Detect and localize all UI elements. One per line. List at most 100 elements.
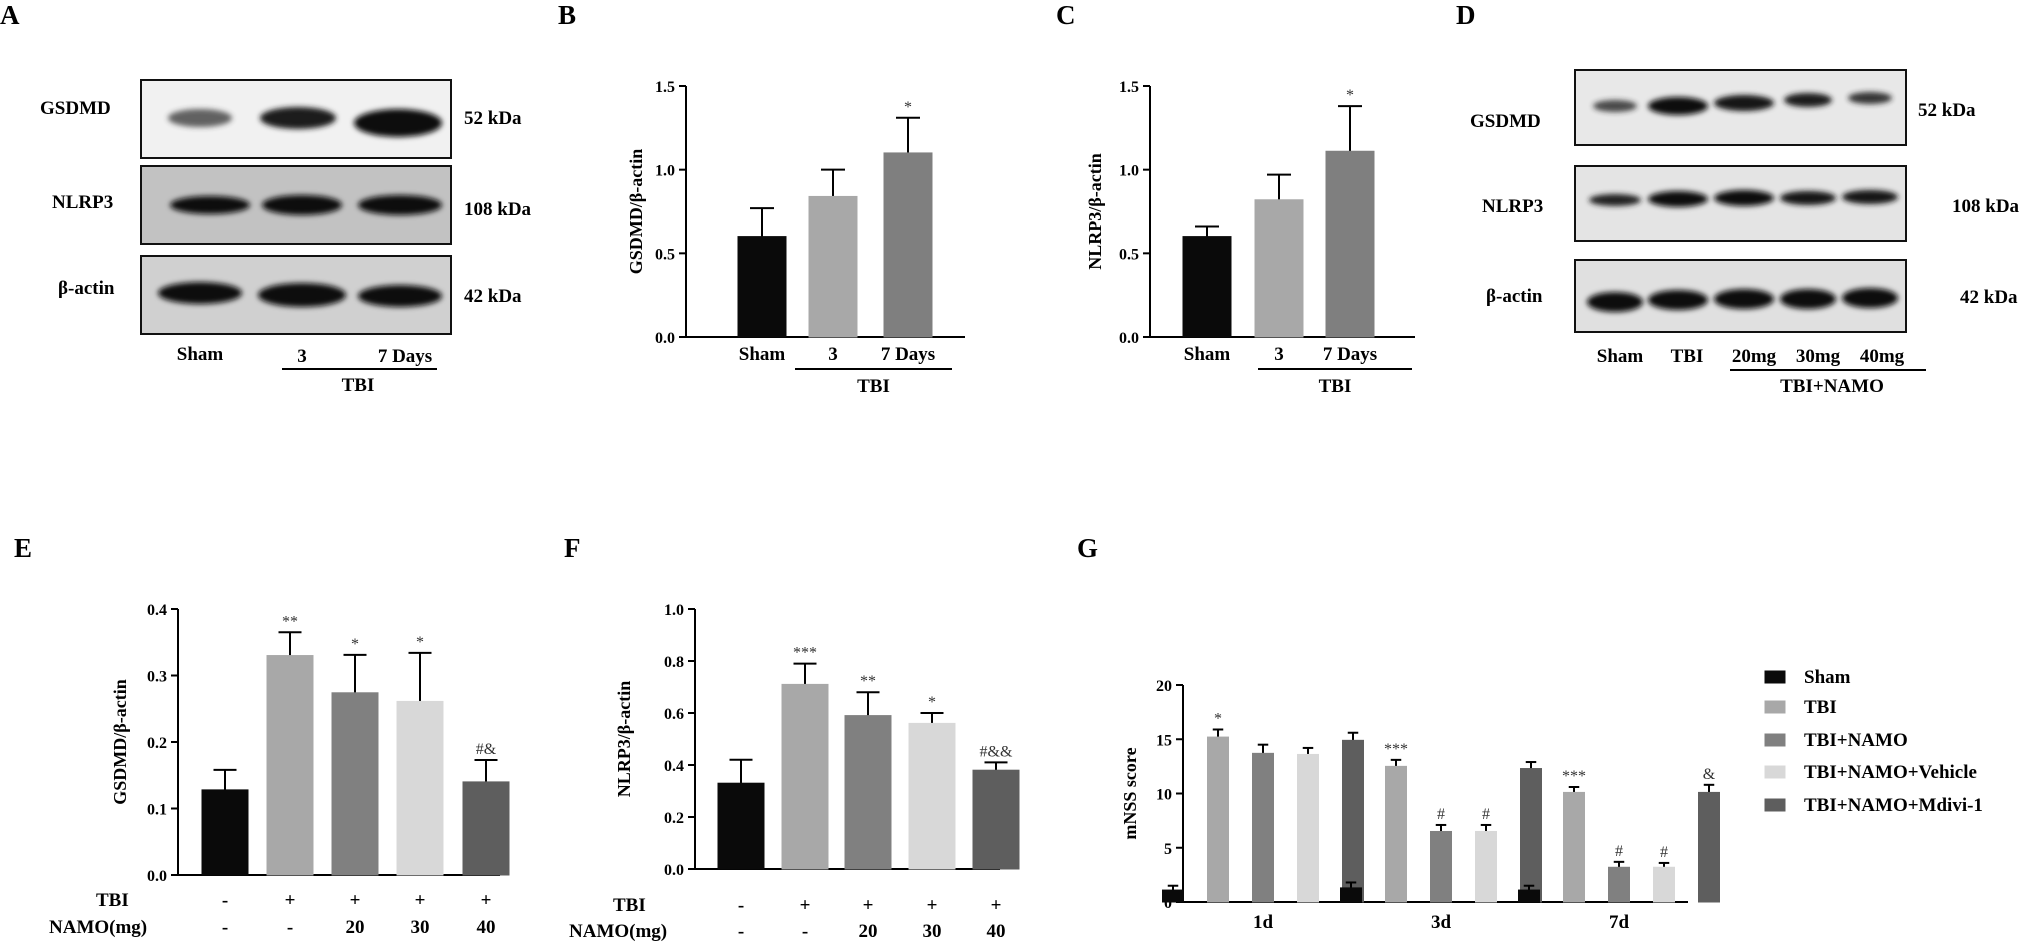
row-label-tbi: TBI <box>613 895 646 916</box>
significance-label: # <box>1482 806 1490 823</box>
bar <box>201 789 249 876</box>
namo-row-value: - <box>222 917 228 938</box>
blot-d-band <box>1780 289 1836 309</box>
blot-a-lane-sham: Sham <box>177 344 224 365</box>
blot-a-kda-nlrp3: 108 kDa <box>464 199 532 220</box>
significance-label: *** <box>1562 768 1586 785</box>
blot-d-row-label-actin: β-actin <box>1486 286 1543 307</box>
blot-d-lane-20mg: 20mg <box>1732 346 1777 367</box>
blot-a-row-label-actin: β-actin <box>58 278 115 299</box>
bar <box>266 655 314 876</box>
namo-row-value: - <box>802 921 808 942</box>
namo-row-value: 20 <box>346 917 365 938</box>
namo-row-value: 20 <box>859 921 878 942</box>
y-axis-label: NLRP3/β-actin <box>614 681 634 797</box>
significance-label: # <box>1660 844 1668 861</box>
blot-d-band <box>1842 288 1898 308</box>
x-category-label: 3 <box>828 344 838 365</box>
blot-d-band <box>1593 100 1637 112</box>
blot-d-kda-nlrp3: 108 kDa <box>1952 196 2020 217</box>
group-label: TBI <box>857 376 890 397</box>
panel-b-letter: B <box>558 0 576 30</box>
bar <box>1162 889 1184 903</box>
chart-e: 0.0 0.1 0.2 0.3 0.4 GSDMD/β-actin - - ** + - * +20 * +… <box>49 602 510 938</box>
bar <box>1252 752 1274 903</box>
panel-g-letter: G <box>1077 533 1098 563</box>
blot-a-band <box>354 109 442 137</box>
y-tick-label: 5 <box>1164 841 1172 858</box>
bar <box>737 236 787 338</box>
y-tick-label: 0.0 <box>664 862 684 879</box>
bar <box>1698 791 1720 903</box>
bar <box>972 769 1020 870</box>
y-tick-label: 0.2 <box>664 810 684 827</box>
significance-label: # <box>1615 843 1623 860</box>
blot-d-lane-tbi: TBI <box>1671 346 1704 367</box>
bar <box>808 195 858 338</box>
y-axis-label: NLRP3/β-actin <box>1085 153 1105 269</box>
row-label-namo: NAMO(mg) <box>569 921 667 942</box>
significance-label: #&& <box>980 743 1013 760</box>
blot-d-band <box>1848 92 1892 104</box>
y-tick-label: 0.5 <box>1119 246 1139 263</box>
blot-a-group-label: TBI <box>342 375 375 396</box>
y-tick-label: 20 <box>1156 678 1172 695</box>
legend-swatch <box>1764 670 1786 684</box>
bar <box>908 722 956 870</box>
blot-d-row-label-nlrp3: NLRP3 <box>1482 196 1543 217</box>
significance-label: * <box>928 694 936 711</box>
blot-a-row-label-gsdmd: GSDMD <box>40 98 111 119</box>
bar <box>883 152 933 338</box>
blot-a-band <box>168 109 232 127</box>
legend-swatch <box>1764 700 1786 714</box>
significance-label: * <box>1346 87 1354 104</box>
chart-b: 0.0 0.5 1.0 1.5 GSDMD/β-actin Sham 3 * 7 Days TBI <box>626 79 965 397</box>
blot-d-band <box>1842 190 1898 204</box>
significance-label: * <box>1214 710 1222 727</box>
y-axis-label: mNSS score <box>1120 747 1140 839</box>
y-tick-label: 0.4 <box>147 602 167 619</box>
blot-a-kda-gsdmd: 52 kDa <box>464 108 522 129</box>
blot-d-band <box>1589 194 1641 206</box>
namo-row-value: 40 <box>987 921 1006 942</box>
bar <box>1254 199 1304 338</box>
significance-label: * <box>351 636 359 653</box>
namo-row-value: - <box>738 921 744 942</box>
y-tick-label: 15 <box>1156 732 1172 749</box>
blot-a-band <box>358 195 442 215</box>
blot-d-band <box>1648 290 1708 310</box>
y-tick-label: 0.8 <box>664 654 684 671</box>
blot-a-band <box>170 196 250 214</box>
blot-d-band <box>1780 191 1836 205</box>
blot-a-band <box>262 195 342 215</box>
significance-label: #& <box>476 741 497 758</box>
x-category-label: 3 <box>1274 344 1284 365</box>
bar <box>781 683 829 870</box>
bar <box>1207 736 1229 903</box>
y-tick-label: 1.0 <box>664 602 684 619</box>
bar <box>1518 889 1540 903</box>
legend-label: TBI+NAMO+Vehicle <box>1804 762 1977 783</box>
significance-label: & <box>1703 766 1716 783</box>
significance-label: * <box>416 634 424 651</box>
blot-d-kda-gsdmd: 52 kDa <box>1918 100 1976 121</box>
y-tick-label: 10 <box>1156 787 1172 804</box>
significance-label: * <box>904 99 912 116</box>
blot-d-kda-actin: 42 kDa <box>1960 287 2018 308</box>
panel-c-letter: C <box>1056 0 1076 30</box>
panel-f-letter: F <box>564 533 581 563</box>
bar <box>1340 887 1362 903</box>
blot-d-band <box>1714 289 1774 309</box>
bar <box>1342 739 1364 903</box>
x-category-label: Sham <box>739 344 786 365</box>
y-tick-label: 1.5 <box>655 79 675 96</box>
namo-row-value: 40 <box>477 917 496 938</box>
x-category-label: 7 Days <box>1323 344 1377 365</box>
legend-label: TBI <box>1804 697 1837 718</box>
y-tick-label: 0.0 <box>1119 330 1139 347</box>
x-category-label: 7d <box>1609 912 1630 933</box>
blot-a-band <box>358 285 442 307</box>
x-category-label: 1d <box>1253 912 1274 933</box>
bar <box>1608 866 1630 903</box>
